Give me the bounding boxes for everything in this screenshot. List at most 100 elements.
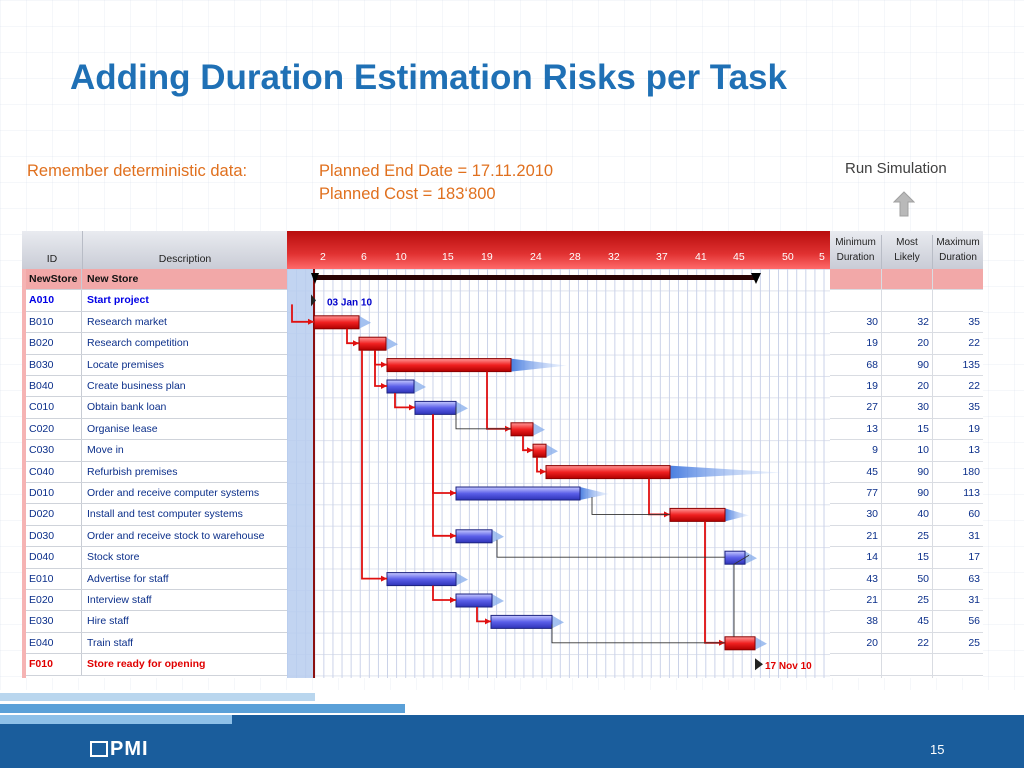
minimum-duration-header[interactable]: Minimum Duration: [830, 235, 882, 269]
most-likely-cell[interactable]: 25: [917, 594, 929, 606]
id-column-header[interactable]: ID: [22, 231, 83, 269]
estimate-row[interactable]: 21 25 31: [830, 590, 983, 612]
estimate-row[interactable]: 30 32 35: [830, 312, 983, 334]
minimum-duration-cell[interactable]: 77: [866, 487, 878, 499]
maximum-duration-cell[interactable]: 19: [968, 422, 980, 435]
maximum-duration-cell[interactable]: 56: [968, 615, 980, 628]
minimum-duration-cell[interactable]: 19: [866, 337, 878, 350]
minimum-duration-cell[interactable]: 27: [866, 401, 878, 414]
most-likely-header[interactable]: Most Likely: [882, 235, 933, 269]
minimum-duration-cell[interactable]: 14: [866, 551, 878, 564]
most-likely-cell[interactable]: 30: [917, 401, 929, 414]
table-row[interactable]: E030 Hire staff: [22, 611, 287, 633]
table-row[interactable]: A010 Start project: [22, 290, 287, 312]
most-likely-cell[interactable]: 45: [917, 615, 929, 628]
estimate-row[interactable]: 20 22 25: [830, 633, 983, 655]
maximum-duration-cell[interactable]: 22: [968, 380, 980, 392]
estimate-row[interactable]: 45 90 180: [830, 462, 983, 483]
most-likely-cell[interactable]: 10: [917, 444, 929, 457]
maximum-duration-cell[interactable]: 135: [962, 358, 980, 371]
table-row[interactable]: C030 Move in: [22, 440, 287, 462]
estimate-row[interactable]: 19 20 22: [830, 333, 983, 355]
maximum-duration-cell[interactable]: 113: [963, 487, 980, 499]
most-likely-cell[interactable]: 90: [917, 358, 929, 371]
maximum-duration-cell[interactable]: 25: [968, 636, 980, 649]
estimate-row[interactable]: 68 90 135: [830, 355, 983, 376]
table-row[interactable]: B030 Locate premises: [22, 354, 287, 376]
table-row[interactable]: E020 Interview staff: [22, 590, 287, 612]
minimum-duration-cell[interactable]: 30: [866, 315, 878, 328]
minimum-duration-cell[interactable]: 20: [866, 636, 878, 649]
table-row[interactable]: C020 Organise lease: [22, 418, 287, 441]
table-row[interactable]: D030 Order and receive stock to warehouse: [22, 525, 287, 548]
maximum-duration-cell[interactable]: 35: [968, 315, 980, 328]
up-arrow-icon[interactable]: [893, 191, 915, 217]
estimate-row[interactable]: 19 20 22: [830, 376, 983, 398]
maximum-duration-cell[interactable]: 60: [968, 508, 980, 521]
most-likely-cell[interactable]: 32: [917, 315, 929, 328]
estimate-row[interactable]: 9 10 13: [830, 440, 983, 462]
most-likely-cell[interactable]: 90: [917, 465, 929, 478]
estimate-row[interactable]: 43 50 63: [830, 569, 983, 590]
planned-end-date: Planned End Date = 17.11.2010: [319, 162, 554, 180]
most-likely-cell[interactable]: 25: [917, 529, 929, 542]
maximum-duration-cell[interactable]: 35: [968, 401, 980, 414]
minimum-duration-cell[interactable]: 21: [866, 594, 878, 606]
most-likely-cell[interactable]: 15: [917, 422, 929, 435]
dependency-link: [704, 521, 725, 644]
table-row[interactable]: B020 Research competition: [22, 333, 287, 355]
maximum-duration-cell[interactable]: 22: [968, 337, 980, 350]
table-row[interactable]: NewStore New Store: [22, 269, 287, 291]
most-likely-cell[interactable]: 22: [917, 636, 929, 649]
table-row[interactable]: D040 Stock store: [22, 547, 287, 569]
maximum-duration-cell[interactable]: 31: [968, 594, 980, 606]
maximum-duration-cell[interactable]: 63: [968, 572, 980, 585]
table-row[interactable]: C010 Obtain bank loan: [22, 397, 287, 419]
most-likely-cell[interactable]: 20: [917, 337, 929, 350]
task-bar: [455, 593, 493, 608]
maximum-duration-cell[interactable]: 13: [968, 444, 980, 457]
minimum-duration-cell[interactable]: 68: [866, 358, 878, 371]
table-row[interactable]: C040 Refurbish premises: [22, 461, 287, 483]
dependency-arrowhead: [450, 597, 456, 603]
maximum-duration-cell[interactable]: 17: [968, 551, 980, 564]
task-id: C030: [22, 440, 82, 461]
minimum-duration-cell[interactable]: 43: [866, 572, 878, 585]
table-row[interactable]: B040 Create business plan: [22, 376, 287, 398]
estimate-row[interactable]: 27 30 35: [830, 397, 983, 419]
estimate-row[interactable]: [830, 269, 983, 291]
table-row[interactable]: D020 Install and test computer systems: [22, 504, 287, 526]
most-likely-cell[interactable]: 40: [917, 508, 929, 521]
table-row[interactable]: D010 Order and receive computer systems: [22, 483, 287, 505]
estimate-row[interactable]: 30 40 60: [830, 504, 983, 526]
table-row[interactable]: E010 Advertise for staff: [22, 568, 287, 590]
minimum-duration-cell[interactable]: 19: [866, 380, 878, 392]
minimum-duration-cell[interactable]: 38: [866, 615, 878, 628]
run-simulation-label[interactable]: Run Simulation: [845, 160, 947, 177]
maximum-duration-header[interactable]: Maximum Duration: [933, 235, 983, 269]
task-description: Refurbish premises: [87, 465, 178, 478]
minimum-duration-cell[interactable]: 21: [866, 529, 878, 542]
most-likely-cell[interactable]: 90: [917, 487, 929, 499]
estimate-row[interactable]: 21 25 31: [830, 526, 983, 548]
estimate-row[interactable]: [830, 290, 983, 312]
task-bar: [669, 507, 726, 522]
estimate-row[interactable]: 14 15 17: [830, 547, 983, 569]
estimate-row[interactable]: 38 45 56: [830, 611, 983, 633]
most-likely-cell[interactable]: 20: [917, 380, 929, 392]
maximum-duration-cell[interactable]: 180: [962, 465, 980, 478]
estimate-row[interactable]: 13 15 19: [830, 419, 983, 441]
table-row[interactable]: E040 Train staff: [22, 632, 287, 655]
minimum-duration-cell[interactable]: 45: [866, 465, 878, 478]
most-likely-cell[interactable]: 15: [917, 551, 929, 564]
minimum-duration-cell[interactable]: 30: [866, 508, 878, 521]
estimate-row[interactable]: 77 90 113: [830, 483, 983, 505]
estimate-row[interactable]: [830, 654, 983, 676]
table-row[interactable]: B010 Research market: [22, 311, 287, 334]
maximum-duration-cell[interactable]: 31: [968, 529, 980, 542]
minimum-duration-cell[interactable]: 9: [872, 444, 878, 457]
minimum-duration-cell[interactable]: 13: [866, 422, 878, 435]
description-column-header[interactable]: Description: [158, 253, 212, 265]
most-likely-cell[interactable]: 50: [917, 572, 929, 585]
table-row[interactable]: F010 Store ready for opening: [22, 654, 287, 676]
